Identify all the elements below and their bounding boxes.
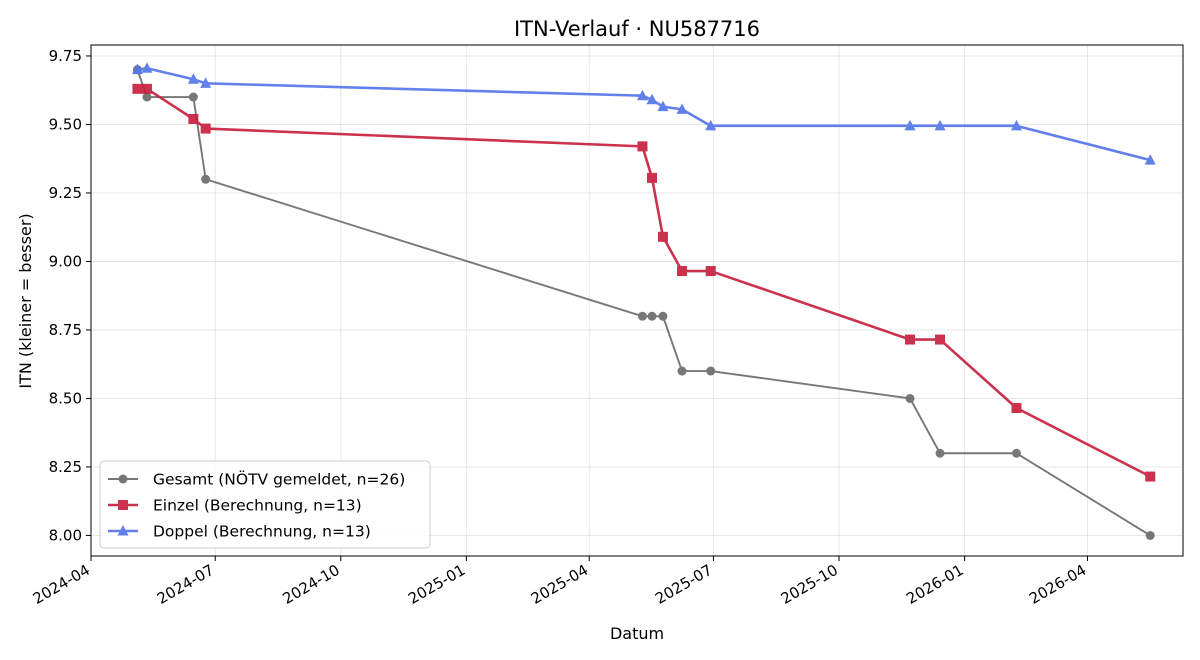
legend-box <box>99 460 431 549</box>
series-layer <box>131 62 1156 540</box>
data-point-square <box>657 231 668 242</box>
y-tick-label: 8.25 <box>49 458 82 476</box>
data-point-circle <box>647 311 657 321</box>
data-point-triangle <box>934 119 946 131</box>
series-square <box>132 83 1156 482</box>
data-point-triangle <box>904 119 916 131</box>
data-point-circle <box>188 92 198 102</box>
data-point-square <box>200 123 211 134</box>
legend-marker-circle <box>118 474 128 484</box>
legend-label: Doppel (Berechnung, n=13) <box>153 523 371 541</box>
data-point-triangle <box>1010 119 1022 131</box>
data-point-triangle <box>1144 154 1156 165</box>
data-point-square <box>647 172 658 183</box>
data-point-square <box>705 266 716 277</box>
data-point-square <box>637 141 648 152</box>
data-point-square <box>1145 471 1156 482</box>
data-point-square <box>905 334 915 345</box>
legend-item <box>108 500 138 510</box>
plot-frame <box>90 44 1184 557</box>
data-point-circle <box>935 448 945 458</box>
data-point-triangle <box>187 73 199 84</box>
y-tick-label: 8.00 <box>49 526 82 544</box>
data-point-circle <box>142 92 152 102</box>
data-point-square <box>677 266 688 277</box>
legend-item <box>108 525 138 536</box>
data-point-triangle <box>141 62 153 73</box>
y-axis-label: ITN (kleiner = besser) <box>16 213 35 388</box>
grid <box>90 45 1183 556</box>
data-point-triangle <box>646 93 658 105</box>
y-tick-label: 8.50 <box>49 389 82 407</box>
data-point-triangle <box>705 119 717 131</box>
data-point-square <box>188 113 199 124</box>
data-point-circle <box>677 366 687 376</box>
legend-item <box>108 474 138 484</box>
series-circle <box>132 65 1155 540</box>
legend-label: Gesamt (NÖTV gemeldet, n=26) <box>153 470 405 489</box>
y-tick-label: 9.25 <box>49 184 82 202</box>
data-point-circle <box>201 174 211 184</box>
data-point-circle <box>658 311 668 321</box>
data-point-circle <box>706 366 716 376</box>
x-axis-label: Datum <box>610 624 664 643</box>
data-point-square <box>132 83 143 94</box>
y-tick-label: 9.00 <box>49 252 82 270</box>
legend: Gesamt (NÖTV gemeldet, n=26) Einzel (Bere… <box>99 460 431 549</box>
series-triangle <box>131 62 1156 165</box>
legend-marker-square <box>118 500 128 510</box>
data-point-triangle <box>131 63 143 75</box>
data-point-circle <box>1011 448 1021 458</box>
data-point-square <box>1011 403 1022 414</box>
data-point-triangle <box>200 77 212 88</box>
data-point-triangle <box>636 89 648 101</box>
data-point-circle <box>1145 530 1155 540</box>
data-point-circle <box>637 311 647 321</box>
data-point-square <box>141 83 152 94</box>
data-point-square <box>935 334 946 345</box>
data-point-triangle <box>676 103 688 114</box>
y-tick-label: 9.50 <box>49 115 82 133</box>
data-point-circle <box>905 393 915 403</box>
chart-title: ITN-Verlauf · NU587716 <box>514 17 760 41</box>
legend-marker-triangle <box>117 525 129 536</box>
data-point-triangle <box>657 100 669 112</box>
y-tick-label: 8.75 <box>49 321 82 339</box>
y-tick-label: 9.75 <box>49 47 82 65</box>
legend-label: Einzel (Berechnung, n=13) <box>153 497 362 515</box>
